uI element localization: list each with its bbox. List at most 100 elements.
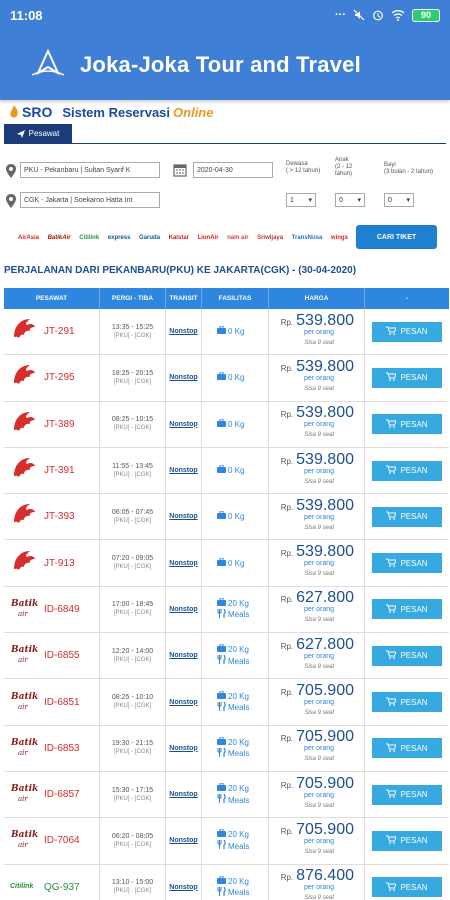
book-button[interactable]: PESAN (372, 460, 442, 481)
child-label-2: (2 - 12 (335, 164, 353, 170)
lion-air-logo-icon (10, 454, 38, 487)
transit-link[interactable]: Nonstop (166, 818, 202, 864)
baggage-info: 0 Kg (217, 325, 245, 337)
currency: Rp. (280, 826, 294, 836)
cart-icon (386, 650, 398, 661)
cell-time: 18:25 - 20:15 [PKU] - [CGK] (100, 355, 166, 401)
search-tickets-button[interactable]: CARI TIKET (356, 225, 437, 249)
tab-pesawat[interactable]: Pesawat (4, 124, 72, 143)
transit-link[interactable]: Nonstop (166, 540, 202, 586)
adult-select[interactable]: 1 ▾ (286, 193, 316, 207)
flight-route: [PKU] - [CGK] (113, 564, 152, 571)
book-button-label: PESAN (400, 419, 428, 429)
cell-time: 13:10 - 15:00 [PKU] - [CGK] (100, 864, 166, 900)
currency: Rp. (280, 363, 294, 373)
transit-link[interactable]: Nonstop (166, 679, 202, 725)
price-line: Rp. 627.800 (281, 590, 354, 606)
transit-link[interactable]: Nonstop (166, 309, 202, 355)
book-button[interactable]: PESAN (372, 506, 442, 527)
table-row: JT-295 18:25 - 20:15 [PKU] - [CGK] Nonstop 0… (4, 355, 449, 402)
cart-icon (386, 465, 398, 476)
status-icons: ··· 90 (335, 8, 440, 22)
price-line: Rp. 705.900 (281, 729, 354, 745)
origin-pin-icon (6, 164, 16, 178)
flight-time: 08:25 - 10:15 (111, 416, 154, 424)
chevron-down-icon: ▾ (406, 197, 410, 204)
book-button-label: PESAN (400, 651, 428, 661)
app-logo-icon (31, 48, 65, 76)
date-input[interactable]: 2020-04-30 (193, 162, 273, 178)
book-button[interactable]: PESAN (372, 321, 442, 342)
price-line: Rp. 539.800 (281, 497, 354, 513)
cell-facilities: 20 Kg Meals (202, 586, 269, 633)
seats-left: Sisa 9 seat (304, 478, 334, 485)
book-button[interactable]: PESAN (372, 784, 442, 805)
currency: Rp. (280, 549, 294, 559)
baggage-icon (217, 418, 226, 430)
cell-facilities: 20 Kg Meals (202, 771, 269, 818)
book-button[interactable]: PESAN (372, 692, 442, 713)
cell-action: PESAN (365, 818, 449, 863)
meals-value: Meals (228, 795, 250, 805)
transit-link[interactable]: Nonstop (166, 586, 202, 633)
status-time: 11:08 (10, 7, 43, 23)
destination-input[interactable]: CGK - Jakarta | Soekarno Hatta Int (20, 192, 160, 208)
baggage-value: 0 Kg (228, 327, 245, 337)
cell-facilities: 20 Kg Meals (202, 818, 269, 864)
svg-text:Citilink: Citilink (10, 883, 34, 890)
book-button[interactable]: PESAN (372, 738, 442, 759)
currency: Rp. (280, 873, 294, 883)
transit-link[interactable]: Nonstop (166, 355, 202, 401)
sro-flame-icon (10, 105, 18, 118)
child-select[interactable]: 0 ▾ (335, 193, 365, 207)
cart-icon (386, 604, 398, 615)
price-per: per orang (304, 745, 334, 753)
transit-link[interactable]: Nonstop (166, 494, 202, 540)
infant-select[interactable]: 0 ▾ (384, 193, 414, 207)
flight-time: 07:20 - 09:05 (111, 555, 154, 563)
flight-route: [PKU] - [CGK] (113, 795, 152, 802)
main-content: SRO Sistem Reservasi Online Pesawat PKU … (0, 100, 450, 900)
airline-logo: Citilink (79, 235, 100, 241)
transit-link[interactable]: Nonstop (166, 633, 202, 679)
price-amount: 539.800 (296, 543, 354, 561)
book-button[interactable]: PESAN (372, 877, 442, 898)
tab-divider (4, 143, 446, 144)
book-button[interactable]: PESAN (372, 553, 442, 574)
price-per: per orang (304, 606, 334, 614)
transit-link[interactable]: Nonstop (166, 725, 202, 771)
transit-link[interactable]: Nonstop (166, 771, 202, 818)
baggage-icon (217, 690, 226, 702)
table-row: JT-389 08:25 - 10:15 [PKU] - [CGK] Nonstop 0… (4, 401, 449, 448)
book-button-label: PESAN (400, 373, 428, 383)
origin-input[interactable]: PKU - Pekanbaru | Sultan Syarif K (20, 162, 160, 178)
airline-logo: Garuda (139, 235, 161, 241)
flight-code: ID-6853 (44, 742, 80, 754)
cell-facilities: 0 Kg (202, 540, 269, 586)
book-button[interactable]: PESAN (372, 414, 442, 435)
transit-link[interactable]: Nonstop (166, 864, 202, 900)
meals-icon (217, 654, 226, 667)
transit-link[interactable]: Nonstop (166, 447, 202, 494)
price-line: Rp. 539.800 (281, 451, 354, 467)
tab-pesawat-label: Pesawat (28, 129, 60, 138)
flight-time: 12:20 - 14:00 (111, 647, 154, 655)
baggage-info: 20 Kg (217, 643, 249, 655)
transit-link[interactable]: Nonstop (166, 401, 202, 447)
chevron-down-icon: ▾ (357, 197, 361, 204)
book-button[interactable]: PESAN (372, 367, 442, 388)
currency: Rp. (280, 317, 294, 327)
book-button[interactable]: PESAN (372, 599, 442, 620)
price-amount: 627.800 (296, 635, 354, 653)
baggage-value: 0 Kg (228, 512, 245, 522)
book-button[interactable]: PESAN (372, 645, 442, 666)
cell-airline: JT-391 (4, 447, 100, 494)
price-per: per orang (304, 467, 334, 475)
flight-code: ID-6857 (44, 789, 80, 801)
book-button-label: PESAN (400, 697, 428, 707)
meals-value: Meals (228, 749, 250, 759)
book-button[interactable]: PESAN (372, 830, 442, 851)
table-row: Citilink QG-937 13:10 - 15:00 [PKU] - [CGK]… (4, 864, 449, 900)
calendar-icon (173, 164, 187, 177)
meals-icon (217, 701, 226, 714)
